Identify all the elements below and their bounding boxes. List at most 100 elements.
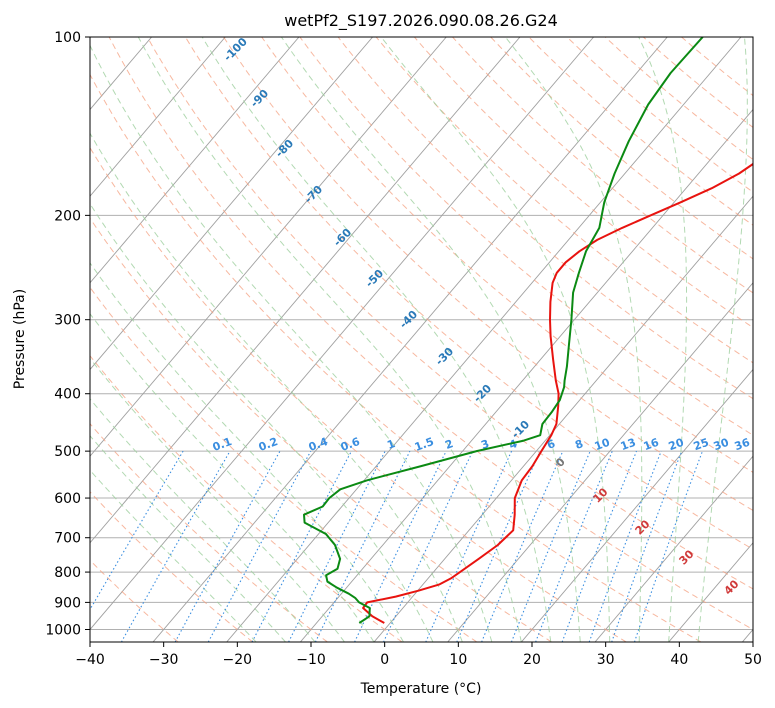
plot-frame <box>89 36 754 643</box>
isotherm <box>90 37 447 457</box>
x-tick-label: −10 <box>296 652 326 668</box>
mixing-ratio-label: 0.1 <box>211 435 234 454</box>
background-lines <box>90 37 753 642</box>
moist-adiabat <box>90 202 434 642</box>
mixing-ratio-label: 36 <box>733 436 752 454</box>
mixing-ratio-label: 8 <box>573 437 585 452</box>
chart-title: wetPf2_S197.2026.090.08.26.G24 <box>284 11 558 31</box>
isotherm <box>90 37 521 544</box>
mixing-ratio-line <box>633 450 704 642</box>
dry-adiabat <box>146 37 753 590</box>
mixing-ratio-line <box>174 450 281 642</box>
moist-adiabat <box>638 37 688 642</box>
mixing-ratio-line <box>425 450 513 642</box>
x-tick-label: −30 <box>149 652 179 668</box>
x-tick-label: 40 <box>670 652 688 668</box>
isotherm <box>226 37 742 642</box>
isotherm <box>152 37 668 642</box>
mixing-ratio-label: 25 <box>692 436 711 453</box>
x-tick-label: 30 <box>597 652 615 668</box>
x-tick-label: 10 <box>449 652 467 668</box>
moist-adiabat <box>380 37 611 642</box>
y-tick-label: 1000 <box>45 623 81 639</box>
y-tick-label: 700 <box>54 531 81 547</box>
y-tick-label: 300 <box>54 313 81 329</box>
dry-adiabat <box>261 37 753 473</box>
x-tick-label: 50 <box>744 652 762 668</box>
moist-adiabat <box>90 262 404 642</box>
dry-adiabat <box>90 146 627 642</box>
y-axis-label: Pressure (hPa) <box>12 289 28 389</box>
mixing-ratio-label: 30 <box>712 436 731 454</box>
mixing-ratio-label: 13 <box>619 436 638 453</box>
mixing-ratio-line <box>207 450 312 642</box>
mixing-ratio-label: 20 <box>667 436 686 454</box>
moist-adiabat <box>90 398 316 642</box>
moist-adiabat <box>505 37 643 642</box>
moist-adiabat <box>90 44 493 642</box>
dry-adiabat <box>223 37 753 512</box>
profile-lines <box>303 37 753 624</box>
moist-adiabat <box>90 312 375 642</box>
mixing-ratio-line <box>510 450 591 642</box>
moist-adiabat <box>90 435 286 642</box>
mixing-ratio-label: 1.5 <box>413 435 436 454</box>
y-tick-label: 100 <box>54 30 81 46</box>
temperature-line <box>362 162 753 624</box>
mixing-ratio-label: 4 <box>507 437 519 452</box>
dewpoint-line <box>303 37 704 624</box>
dry-adiabat <box>184 37 753 550</box>
y-tick-label: 800 <box>54 565 81 581</box>
moist-adiabat <box>90 357 345 642</box>
mixing-ratio-line <box>535 450 613 642</box>
dry-adiabat <box>90 286 478 642</box>
dry-adiabat <box>90 217 552 642</box>
y-tick-label: 900 <box>54 595 81 611</box>
mixing-ratio-line <box>481 450 564 642</box>
mixing-ratio-line <box>456 450 541 642</box>
mixing-ratio-label: 10 <box>593 436 612 454</box>
dry-adiabat <box>452 37 753 294</box>
dry-adiabat <box>337 37 753 400</box>
moist-adiabat <box>137 37 522 642</box>
mixing-ratio-line <box>314 450 411 642</box>
y-tick-label: 200 <box>54 208 81 224</box>
dry-adiabat <box>90 73 702 642</box>
mixing-ratio-label: 3 <box>479 437 491 452</box>
moist-adiabat <box>280 37 581 642</box>
isotherm <box>373 195 753 642</box>
isotherm <box>90 37 300 284</box>
moist-adiabat <box>697 37 748 642</box>
x-axis-label: Temperature (°C) <box>360 681 482 697</box>
mixing-ratio-label: 2 <box>443 437 455 452</box>
mixing-ratio-line <box>288 450 386 642</box>
moist-adiabat <box>201 37 552 642</box>
mixing-ratio-label: 16 <box>642 436 661 454</box>
mixing-ratio-label: 0.4 <box>307 435 330 454</box>
isotherm <box>90 37 226 197</box>
mixing-ratio-label: 0.6 <box>339 435 362 454</box>
moist-adiabat <box>90 132 463 642</box>
isotherm <box>594 455 753 642</box>
x-tick-label: 0 <box>380 652 389 668</box>
mixing-ratio-label: 1 <box>385 437 397 452</box>
isotherm <box>447 282 753 642</box>
y-tick-label: 500 <box>54 444 81 460</box>
isotherm <box>90 37 373 371</box>
x-tick-label: 20 <box>523 652 541 668</box>
mixing-ratio-line <box>561 450 638 642</box>
dry-adiabat <box>90 559 179 642</box>
isotherm <box>90 37 594 631</box>
mixing-ratio-label: 6 <box>545 437 557 452</box>
x-tick-label: −40 <box>75 652 105 668</box>
y-tick-label: 600 <box>54 491 81 507</box>
mixing-ratio-line <box>588 450 662 642</box>
dry-adiabat <box>90 491 254 642</box>
x-tick-label: −20 <box>223 652 253 668</box>
mixing-ratio-line <box>611 450 683 642</box>
isotherm <box>520 368 753 642</box>
dry-adiabat <box>108 37 753 631</box>
y-tick-label: 400 <box>54 387 81 403</box>
axes-ticks: −40 −30 −20 −10 0 10 20 30 40 50 1000 900 800 700 600 5… <box>45 30 762 668</box>
